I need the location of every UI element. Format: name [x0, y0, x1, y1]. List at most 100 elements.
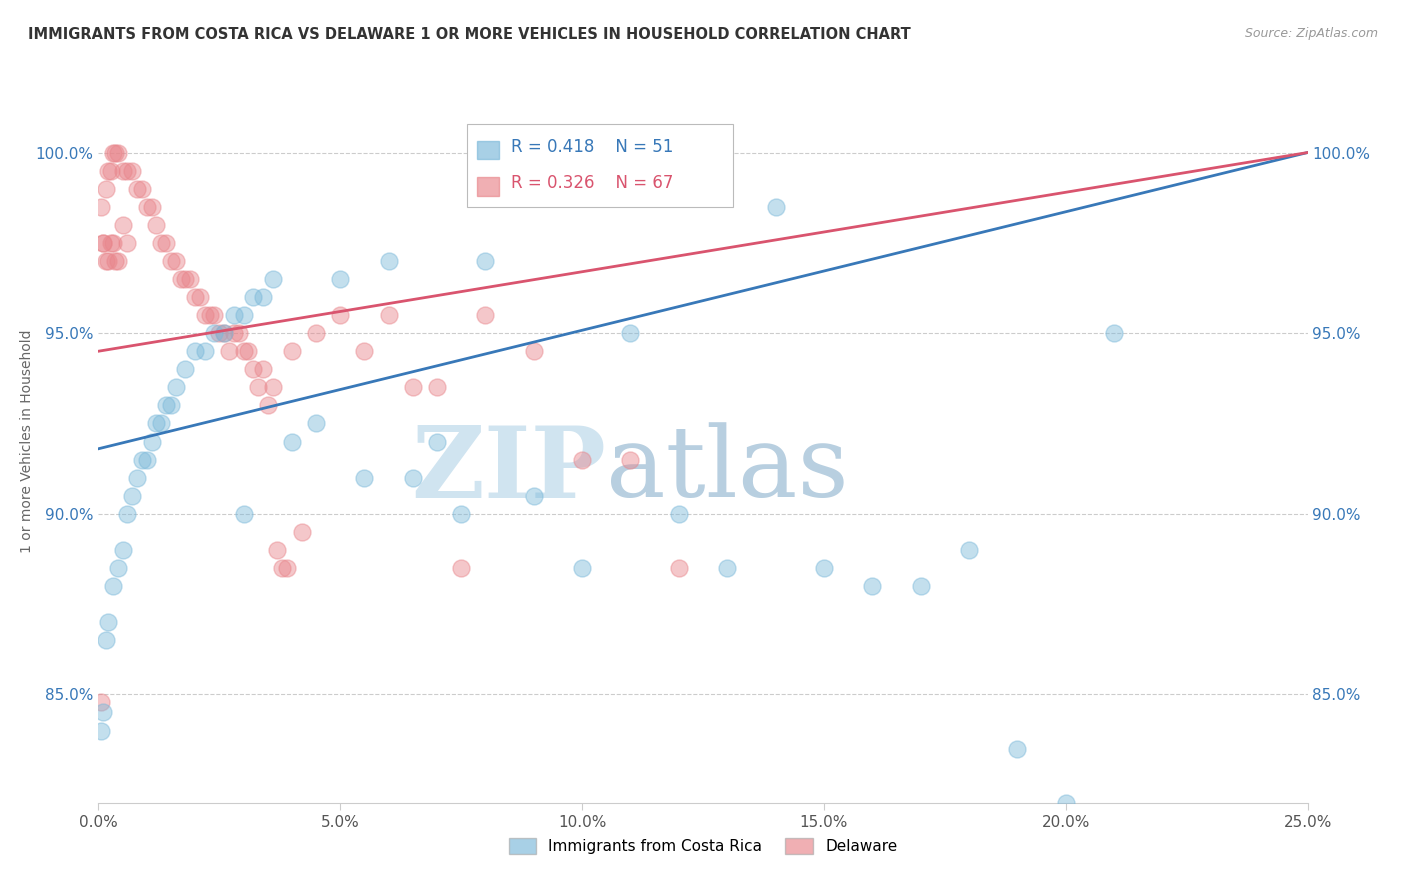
- Point: [107, 561, 129, 575]
- Point: [252, 290, 274, 304]
- Point: [619, 452, 641, 467]
- Point: [91, 235, 114, 250]
- Y-axis label: 1 or more Vehicles in Household: 1 or more Vehicles in Household: [20, 330, 34, 553]
- Point: [247, 380, 270, 394]
- Point: [218, 344, 240, 359]
- Point: [101, 579, 124, 593]
- Point: [101, 145, 124, 160]
- Point: [208, 326, 231, 341]
- Point: [262, 380, 284, 394]
- Point: [238, 344, 260, 359]
- Point: [111, 163, 134, 178]
- FancyBboxPatch shape: [477, 178, 499, 196]
- Point: [121, 489, 143, 503]
- Text: ZIP: ZIP: [412, 422, 606, 519]
- Point: [860, 579, 883, 593]
- Point: [184, 344, 207, 359]
- Point: [266, 543, 288, 558]
- Text: R = 0.418    N = 51: R = 0.418 N = 51: [510, 138, 673, 156]
- Point: [150, 417, 173, 431]
- Point: [150, 235, 173, 250]
- Point: [1007, 741, 1029, 756]
- Point: [426, 434, 449, 449]
- Point: [194, 308, 217, 322]
- Point: [222, 308, 245, 322]
- Point: [450, 561, 472, 575]
- Point: [329, 308, 352, 322]
- Point: [194, 344, 217, 359]
- Point: [160, 254, 183, 268]
- Point: [402, 471, 425, 485]
- Point: [127, 471, 149, 485]
- Point: [97, 615, 120, 630]
- Point: [179, 272, 201, 286]
- Point: [222, 326, 245, 341]
- Point: [101, 235, 124, 250]
- Point: [204, 326, 226, 341]
- Point: [668, 561, 690, 575]
- Legend: Immigrants from Costa Rica, Delaware: Immigrants from Costa Rica, Delaware: [502, 832, 904, 860]
- Point: [198, 308, 221, 322]
- Point: [232, 507, 254, 521]
- Point: [910, 579, 932, 593]
- Point: [160, 399, 183, 413]
- Point: [353, 344, 375, 359]
- Point: [571, 561, 593, 575]
- Point: [117, 507, 139, 521]
- FancyBboxPatch shape: [467, 124, 734, 207]
- Point: [117, 163, 139, 178]
- Point: [426, 380, 449, 394]
- Point: [121, 163, 143, 178]
- Point: [204, 308, 226, 322]
- Point: [523, 489, 546, 503]
- Text: Source: ZipAtlas.com: Source: ZipAtlas.com: [1244, 27, 1378, 40]
- Point: [141, 434, 163, 449]
- Point: [765, 200, 787, 214]
- Point: [117, 235, 139, 250]
- Point: [165, 254, 187, 268]
- Point: [188, 290, 211, 304]
- Point: [155, 235, 177, 250]
- Point: [131, 452, 153, 467]
- Point: [232, 344, 254, 359]
- Point: [212, 326, 235, 341]
- Point: [135, 200, 157, 214]
- Point: [90, 200, 112, 214]
- Point: [402, 380, 425, 394]
- Point: [242, 362, 264, 376]
- Point: [97, 163, 120, 178]
- Point: [619, 326, 641, 341]
- Point: [111, 543, 134, 558]
- Point: [145, 417, 167, 431]
- Point: [107, 145, 129, 160]
- FancyBboxPatch shape: [477, 141, 499, 160]
- Point: [305, 417, 328, 431]
- Point: [135, 452, 157, 467]
- Point: [305, 326, 328, 341]
- Point: [94, 182, 117, 196]
- Point: [571, 452, 593, 467]
- Point: [212, 326, 235, 341]
- Point: [174, 362, 197, 376]
- Point: [228, 326, 250, 341]
- Point: [100, 235, 122, 250]
- Point: [256, 399, 278, 413]
- Point: [97, 254, 120, 268]
- Text: IMMIGRANTS FROM COSTA RICA VS DELAWARE 1 OR MORE VEHICLES IN HOUSEHOLD CORRELATI: IMMIGRANTS FROM COSTA RICA VS DELAWARE 1…: [28, 27, 911, 42]
- Text: atlas: atlas: [606, 423, 849, 518]
- Point: [90, 695, 112, 709]
- Point: [242, 290, 264, 304]
- Point: [91, 235, 114, 250]
- Point: [169, 272, 191, 286]
- Point: [450, 507, 472, 521]
- Point: [281, 344, 304, 359]
- Point: [155, 399, 177, 413]
- Point: [377, 308, 399, 322]
- Point: [131, 182, 153, 196]
- Point: [523, 344, 546, 359]
- Point: [232, 308, 254, 322]
- Point: [94, 254, 117, 268]
- Point: [377, 254, 399, 268]
- Point: [276, 561, 298, 575]
- Point: [957, 543, 980, 558]
